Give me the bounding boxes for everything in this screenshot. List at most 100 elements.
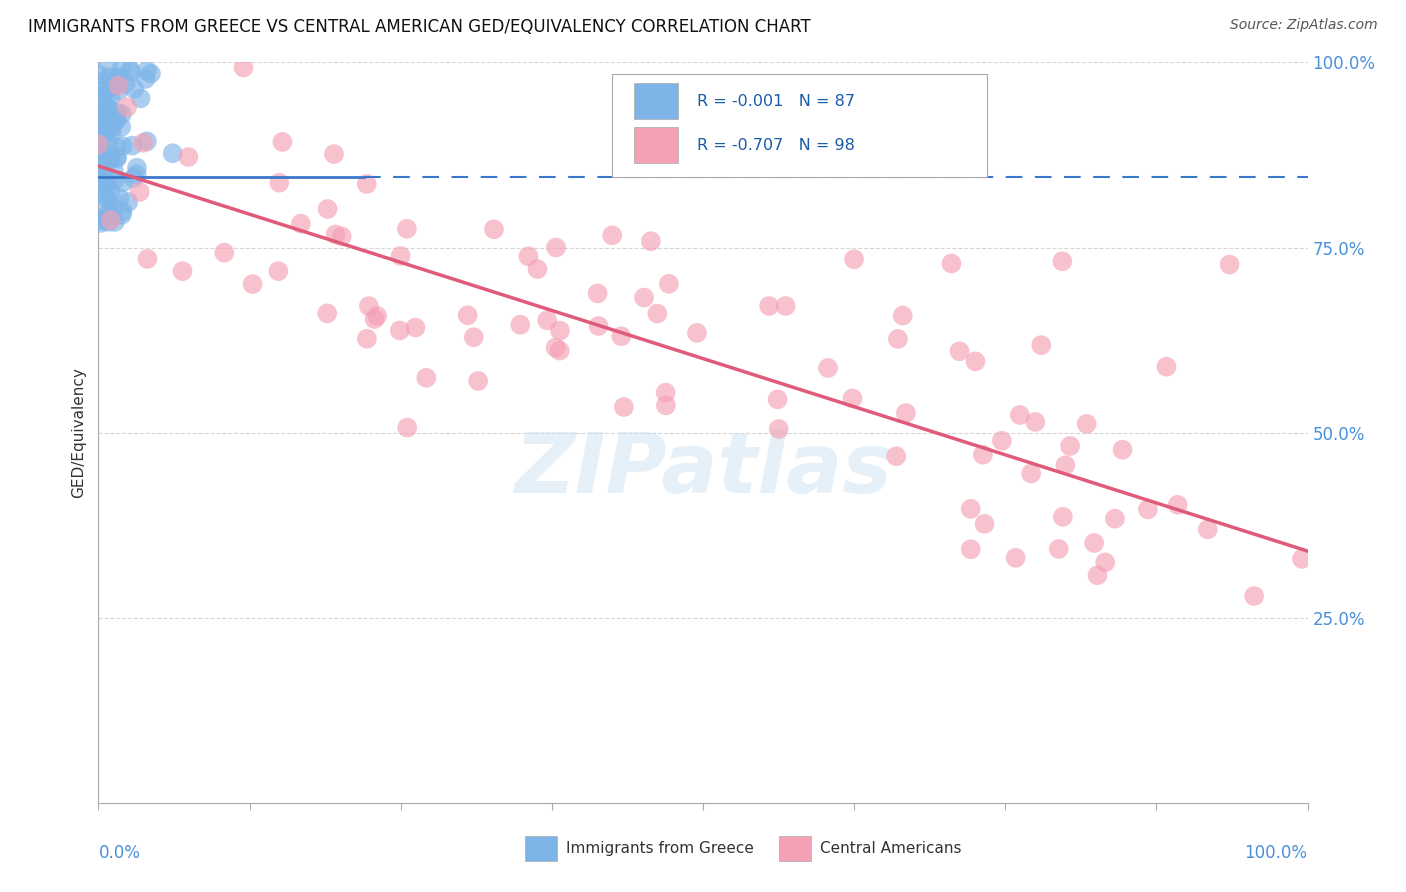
Point: [105, 151, 128, 165]
Point: [214, 245, 236, 260]
Point: [97, 57, 120, 71]
Point: [100, 186, 122, 200]
Point: [1104, 511, 1126, 525]
Point: [101, 119, 124, 133]
Point: [536, 313, 558, 327]
Point: [267, 264, 290, 278]
Point: [125, 161, 148, 175]
Point: [105, 151, 128, 165]
Point: [482, 222, 505, 236]
Point: [91, 213, 114, 227]
Point: [177, 150, 200, 164]
Point: [894, 406, 917, 420]
Point: [948, 344, 970, 359]
Point: [363, 312, 385, 326]
Point: [97, 202, 120, 217]
Point: [100, 79, 122, 94]
Point: [389, 249, 412, 263]
Point: [1094, 555, 1116, 569]
Point: [1076, 417, 1098, 431]
Point: [758, 299, 780, 313]
Point: [586, 286, 609, 301]
Point: [103, 201, 125, 215]
Point: [686, 326, 709, 340]
Point: [98, 153, 121, 167]
Point: [1136, 502, 1159, 516]
Point: [842, 252, 865, 267]
Point: [103, 163, 125, 178]
Point: [1219, 258, 1241, 272]
Point: [89, 118, 111, 132]
Point: [90, 167, 112, 181]
Point: [128, 185, 150, 199]
Point: [941, 256, 963, 270]
Point: [98, 206, 121, 220]
Point: [100, 91, 122, 105]
Point: [97, 210, 120, 224]
Point: [90, 112, 112, 127]
Point: [93, 112, 115, 127]
Point: [959, 542, 981, 557]
Point: [111, 208, 134, 222]
Point: [290, 217, 312, 231]
Point: [972, 448, 994, 462]
Text: Central Americans: Central Americans: [820, 841, 962, 856]
Point: [90, 159, 112, 173]
Point: [1243, 589, 1265, 603]
Point: [104, 173, 127, 187]
Point: [90, 74, 112, 88]
Point: [242, 277, 264, 291]
Point: [103, 78, 125, 93]
Point: [1087, 568, 1109, 582]
Point: [112, 175, 135, 189]
Point: [654, 385, 676, 400]
Point: [891, 309, 914, 323]
Point: [1052, 254, 1074, 268]
Point: [100, 213, 122, 227]
Point: [90, 93, 112, 107]
Point: [457, 309, 479, 323]
Point: [965, 354, 987, 368]
Point: [323, 147, 346, 161]
Point: [111, 204, 134, 219]
Point: [117, 194, 139, 209]
Point: [325, 227, 347, 242]
Text: R = -0.001   N = 87: R = -0.001 N = 87: [697, 94, 855, 109]
Point: [404, 320, 426, 334]
Point: [415, 371, 437, 385]
Y-axis label: GED/Equivalency: GED/Equivalency: [72, 368, 87, 498]
Point: [613, 400, 636, 414]
Point: [548, 343, 571, 358]
Point: [887, 332, 910, 346]
Point: [100, 152, 122, 166]
Point: [135, 72, 157, 87]
FancyBboxPatch shape: [779, 836, 811, 862]
Point: [111, 107, 134, 121]
Point: [97, 193, 120, 207]
Point: [396, 420, 419, 434]
Point: [91, 105, 114, 120]
Point: [330, 229, 353, 244]
Point: [136, 252, 159, 266]
Point: [467, 374, 489, 388]
Point: [107, 78, 129, 93]
Point: [1031, 338, 1053, 352]
Point: [959, 501, 981, 516]
Point: [122, 171, 145, 186]
Point: [139, 66, 162, 80]
Point: [1024, 415, 1046, 429]
Point: [125, 167, 148, 181]
Point: [91, 157, 114, 171]
Point: [544, 341, 567, 355]
Point: [97, 123, 120, 137]
Point: [588, 318, 610, 333]
Point: [1156, 359, 1178, 374]
FancyBboxPatch shape: [634, 128, 678, 163]
Point: [135, 134, 157, 148]
Point: [610, 329, 633, 343]
Point: [91, 151, 114, 165]
Point: [87, 135, 110, 149]
Point: [269, 176, 291, 190]
Point: [98, 70, 121, 85]
Point: [655, 398, 678, 412]
